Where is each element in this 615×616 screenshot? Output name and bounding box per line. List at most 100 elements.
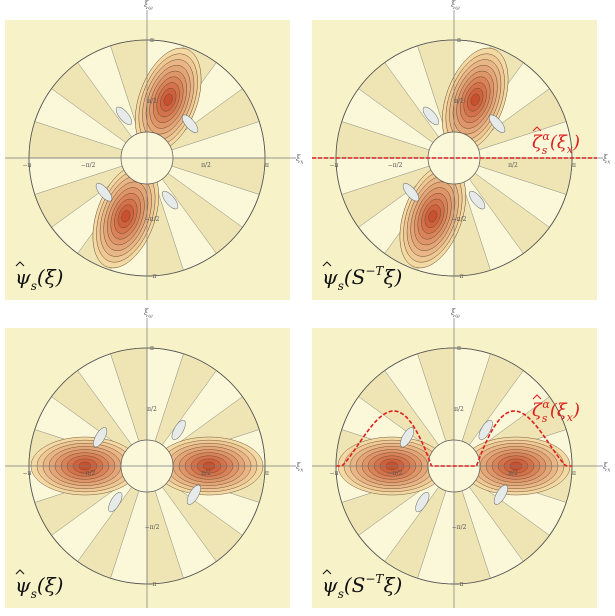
axis-label-xi-x: ξx	[296, 462, 303, 473]
wedge-edge	[469, 370, 524, 446]
wedge-edge	[384, 62, 439, 138]
wedge-edge	[417, 45, 447, 134]
energy-lobe	[92, 164, 159, 269]
hat-accent	[322, 569, 332, 575]
tick-half-pi-vertical: π/2	[454, 406, 464, 413]
negative-lobe	[402, 183, 420, 202]
tick-half-pi: π/2	[508, 162, 518, 169]
wedge-edge	[154, 490, 184, 579]
tick-neg-half-pi-vertical: −π/2	[452, 524, 467, 531]
tick-pi-vertical: π	[150, 37, 154, 44]
axis-label-xi-x: ξx	[603, 154, 610, 165]
negative-lobe	[108, 492, 123, 513]
tick-pi: π	[572, 470, 576, 477]
panel-formula: ψs(ξ)	[15, 265, 63, 293]
wedge-edge	[171, 121, 260, 151]
tick-neg-half-pi: −π/2	[388, 470, 403, 477]
wedge-edge	[77, 370, 132, 446]
tick-neg-half-pi: −π/2	[388, 162, 403, 169]
wedge-edge	[341, 121, 430, 151]
negative-lobe	[115, 106, 133, 126]
tick-neg-half-pi-vertical: −π/2	[452, 216, 467, 223]
tick-half-pi-vertical: π/2	[147, 98, 157, 105]
panel-formula: ψs(S−Tξ)	[322, 572, 402, 601]
energy-lobe	[135, 47, 202, 152]
tick-pi: π	[265, 470, 269, 477]
wedge-edge	[469, 486, 524, 562]
wedge-edge	[461, 490, 491, 579]
contour-level	[428, 210, 438, 223]
wedge-edge	[417, 490, 447, 579]
wedge-edge	[461, 353, 491, 442]
wedge-edge	[171, 165, 260, 195]
wedge-edge	[341, 165, 430, 195]
tick-neg-pi: −π	[330, 470, 339, 477]
wedge-edge	[474, 173, 550, 228]
wedge-edge	[162, 370, 217, 446]
negative-lobe	[95, 183, 113, 202]
tick-neg-pi: −π	[23, 162, 32, 169]
tick-neg-pi-vertical: −π	[455, 273, 464, 280]
axis-label-xi-x: ξx	[603, 462, 610, 473]
tick-half-pi: π/2	[508, 470, 518, 477]
panel-bottom-right: ξx ξω π −π π/2 −π/2 π −π π/2 −π/2 ζsα(ξx) ψs(S−Tξ)	[312, 308, 610, 608]
axis-label-xi-omega: ξω	[451, 308, 460, 319]
wedge-edge	[162, 178, 217, 254]
curve-label: ζsα(ξx)	[532, 130, 580, 157]
energy-lobe	[154, 436, 264, 496]
tick-half-pi-vertical: π/2	[454, 98, 464, 105]
tick-neg-half-pi: −π/2	[81, 470, 96, 477]
wedge-edge	[384, 486, 439, 562]
axis-label-xi-x: ξx	[296, 154, 303, 165]
wedge-edge	[110, 353, 140, 442]
tick-neg-pi-vertical: −π	[148, 581, 157, 588]
wedge-edge	[469, 178, 524, 254]
axis-label-xi-omega: ξω	[451, 0, 460, 11]
wedge-edge	[461, 182, 491, 271]
wedge-edge	[110, 490, 140, 579]
panel-bottom-left: ξx ξω π −π π/2 −π/2 π −π π/2 −π/2 ψs(ξ)	[5, 308, 303, 608]
contour-level	[163, 93, 173, 106]
hat-accent	[532, 394, 542, 400]
negative-lobe	[171, 419, 186, 440]
tick-half-pi-vertical: π/2	[147, 406, 157, 413]
tick-neg-pi: −π	[23, 470, 32, 477]
wedge-edge	[358, 88, 434, 143]
negative-lobe	[493, 484, 508, 505]
panel-top-left: ξx ξω π −π π/2 −π/2 π −π π/2 −π/2 ψs(ξ)	[5, 0, 303, 300]
tick-neg-pi-vertical: −π	[455, 581, 464, 588]
wedge-edge	[167, 173, 243, 228]
wedge-edge	[384, 370, 439, 446]
energy-lobe	[442, 47, 509, 152]
negative-lobe	[422, 106, 440, 126]
wedge-edge	[51, 88, 127, 143]
tick-pi-vertical: π	[457, 37, 461, 44]
negative-lobe	[186, 484, 201, 505]
panel-formula: ψs(ξ)	[15, 573, 63, 601]
contour-level	[121, 210, 131, 223]
axis-label-xi-omega: ξω	[144, 0, 153, 11]
tick-neg-half-pi: −π/2	[81, 162, 96, 169]
hat-accent	[322, 261, 332, 267]
contour-level	[470, 93, 480, 106]
tick-half-pi: π/2	[201, 162, 211, 169]
negative-lobe	[161, 190, 179, 210]
tick-neg-half-pi-vertical: −π/2	[145, 216, 160, 223]
wedge-edge	[478, 165, 567, 195]
tick-pi: π	[572, 162, 576, 169]
wedge-edge	[154, 182, 184, 271]
negative-lobe	[415, 492, 430, 513]
negative-lobe	[478, 419, 493, 440]
wedge-edge	[417, 353, 447, 442]
wedge-edge	[162, 486, 217, 562]
zeta-curve	[336, 410, 572, 467]
axis-label-xi-omega: ξω	[144, 308, 153, 319]
hat-accent	[15, 261, 25, 267]
wedge-edge	[478, 121, 567, 151]
hat-accent	[15, 569, 25, 575]
tick-neg-pi: −π	[330, 162, 339, 169]
wedge-edge	[77, 62, 132, 138]
wedge-edge	[77, 486, 132, 562]
tick-pi-vertical: π	[457, 345, 461, 352]
